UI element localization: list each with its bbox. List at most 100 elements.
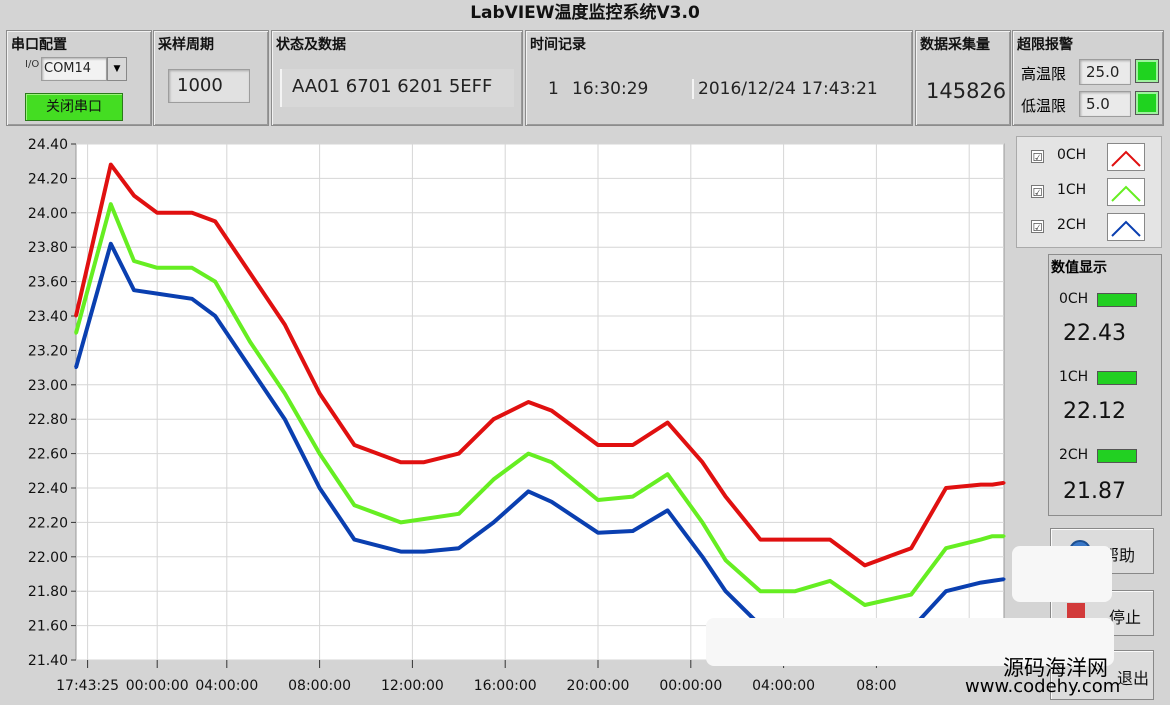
data-point-2ch (283, 417, 287, 421)
data-point-0ch (990, 483, 994, 487)
low-limit-input[interactable]: 5.0 (1079, 91, 1131, 117)
legend-checkbox-0ch[interactable]: ☑ (1031, 150, 1044, 164)
x-tick-label: 00:00:00 (659, 678, 722, 694)
status-panel: 状态及数据 AA01 6701 6201 5EFF (271, 30, 523, 126)
y-tick-label: 23.60 (28, 275, 68, 291)
series-line-1ch (74, 202, 1004, 607)
legend-swatch-0ch (1107, 143, 1145, 171)
x-tick-label: 00:00:00 (126, 678, 189, 694)
data-point-1ch (863, 603, 867, 607)
data-point-2ch (132, 288, 136, 292)
legend-item-0ch[interactable]: ☑ 0CH (1031, 143, 1157, 173)
data-point-1ch (1002, 534, 1006, 538)
data-point-2ch (213, 314, 217, 318)
x-tick-label: 08:00:00 (288, 678, 351, 694)
legend-item-2ch[interactable]: ☑ 2CH (1031, 213, 1157, 243)
high-limit-value: 25.0 (1086, 63, 1120, 81)
x-tick-label: 08:00 (856, 678, 896, 694)
data-point-0ch (492, 417, 496, 421)
data-point-0ch (283, 323, 287, 327)
time-panel: 时间记录 1 16:30:29 2016/12/24 17:43:21 (525, 30, 913, 126)
value-led-2ch (1097, 449, 1137, 463)
port-select[interactable]: COM14 (41, 57, 107, 81)
data-point-0ch (631, 443, 635, 447)
data-point-0ch (399, 460, 403, 464)
y-tick-label: 21.40 (28, 653, 68, 669)
data-point-2ch (990, 579, 994, 583)
data-point-1ch (909, 593, 913, 597)
chevron-down-icon: ▼ (113, 64, 121, 74)
high-limit-label: 高温限 (1021, 65, 1067, 83)
data-point-1ch (758, 589, 762, 593)
high-limit-input[interactable]: 25.0 (1079, 59, 1131, 85)
stop-icon (1067, 603, 1085, 621)
y-tick-label: 24.20 (28, 171, 68, 187)
data-point-0ch (828, 538, 832, 542)
data-point-1ch (492, 477, 496, 481)
data-point-0ch (700, 460, 704, 464)
collect-label: 数据采集量 (920, 37, 990, 53)
alarm-label: 超限报警 (1017, 37, 1073, 53)
overlay-blur-bottom (706, 618, 1114, 666)
sample-period-label: 采样周期 (158, 37, 214, 53)
low-alarm-led (1135, 91, 1159, 115)
data-point-0ch (74, 314, 78, 318)
data-point-1ch (700, 520, 704, 524)
data-point-2ch (457, 546, 461, 550)
plot-area (75, 143, 1005, 661)
time-date: 2016/12/24 17:43:21 (692, 79, 878, 99)
sample-period-panel: 采样周期 1000 (153, 30, 269, 126)
data-point-0ch (457, 452, 461, 456)
data-point-1ch (399, 520, 403, 524)
exit-button-label: 退出 (1117, 669, 1150, 688)
data-point-0ch (666, 421, 670, 425)
port-dropdown-button[interactable]: ▼ (107, 57, 127, 81)
data-point-2ch (526, 489, 530, 493)
data-point-1ch (155, 266, 159, 270)
data-point-2ch (352, 538, 356, 542)
y-tick-label: 22.40 (28, 481, 68, 497)
stop-button-label: 停止 (1109, 608, 1142, 627)
data-point-1ch (74, 331, 78, 335)
data-point-1ch (631, 495, 635, 499)
data-point-0ch (863, 563, 867, 567)
legend-checkbox-2ch[interactable]: ☑ (1031, 220, 1044, 234)
overlay-blur (1012, 546, 1112, 602)
io-icon: I/O (25, 59, 40, 70)
data-point-2ch (190, 297, 194, 301)
data-point-1ch (979, 538, 983, 542)
data-point-1ch (550, 460, 554, 464)
data-point-1ch (190, 266, 194, 270)
data-point-0ch (793, 538, 797, 542)
legend-checkbox-1ch[interactable]: ☑ (1031, 185, 1044, 199)
sample-period-value: 1000 (177, 75, 223, 96)
y-tick-label: 22.80 (28, 412, 68, 428)
sample-period-input[interactable]: 1000 (168, 69, 250, 103)
low-limit-label: 低温限 (1021, 97, 1067, 115)
legend-label-0ch: 0CH (1057, 147, 1087, 163)
data-point-2ch (318, 486, 322, 490)
data-point-1ch (596, 498, 600, 502)
data-point-0ch (526, 400, 530, 404)
y-tick-label: 22.00 (28, 550, 68, 566)
close-port-button[interactable]: 关闭串口 (25, 93, 123, 121)
y-tick-label: 23.80 (28, 240, 68, 256)
data-point-1ch (526, 452, 530, 456)
data-point-0ch (724, 495, 728, 499)
time-clock: 16:30:29 (572, 79, 649, 99)
y-tick-label: 21.60 (28, 619, 68, 635)
y-tick-label: 23.00 (28, 378, 68, 394)
x-tick-label: 04:00:00 (752, 678, 815, 694)
data-point-0ch (909, 546, 913, 550)
status-label: 状态及数据 (276, 37, 346, 53)
data-point-0ch (550, 409, 554, 413)
data-point-0ch (352, 443, 356, 447)
data-point-0ch (213, 219, 217, 223)
legend-item-1ch[interactable]: ☑ 1CH (1031, 178, 1157, 208)
data-point-2ch (109, 242, 113, 246)
port-value: COM14 (44, 61, 92, 76)
data-point-1ch (457, 512, 461, 516)
series-line-0ch (74, 162, 1005, 568)
collect-panel: 数据采集量 145826 (915, 30, 1011, 126)
data-point-2ch (666, 508, 670, 512)
